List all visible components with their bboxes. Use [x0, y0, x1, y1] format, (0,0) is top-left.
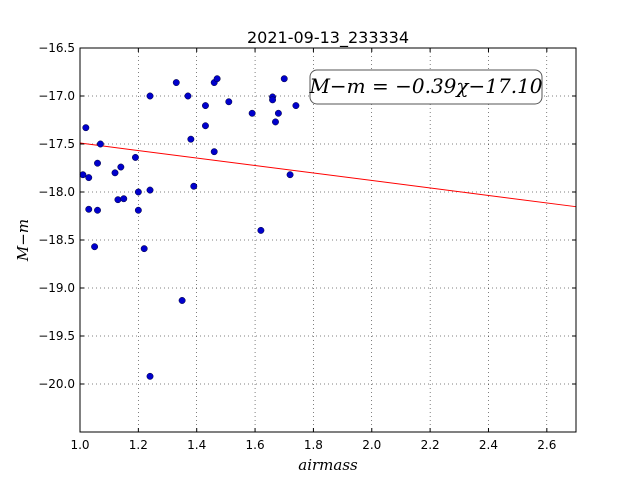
chart-title: 2021-09-13_233334: [247, 28, 409, 48]
data-point: [202, 102, 209, 110]
x-tick-label: 1.4: [187, 438, 206, 452]
data-point: [94, 206, 101, 214]
fit-line: [79, 142, 577, 208]
y-tick-label: −16.5: [38, 41, 75, 55]
y-tick-label: −18.5: [38, 233, 75, 247]
data-point: [94, 159, 101, 167]
data-point: [146, 186, 154, 194]
data-point: [82, 124, 90, 132]
x-tick-label: 1.0: [70, 438, 89, 452]
fit-annotation-box: [309, 69, 543, 105]
fit-line-group: [79, 142, 577, 208]
data-point: [85, 174, 93, 182]
y-tick-label: −19.0: [38, 281, 75, 295]
data-point: [225, 98, 233, 106]
y-tick-label: −19.5: [38, 329, 75, 343]
y-tick-label: −17.0: [38, 89, 75, 103]
x-tick-label: 2.6: [537, 438, 556, 452]
data-point: [134, 188, 142, 196]
data-point: [286, 171, 294, 179]
data-point: [146, 92, 154, 100]
data-point: [213, 75, 221, 83]
data-point: [280, 75, 288, 83]
data-point: [96, 140, 104, 148]
x-tick-label: 2.4: [479, 438, 498, 452]
x-tick-label: 1.2: [129, 438, 148, 452]
data-point: [91, 243, 99, 251]
x-tick-label: 1.6: [246, 438, 265, 452]
data-point: [79, 171, 87, 179]
data-point: [172, 79, 180, 87]
data-point: [274, 109, 282, 117]
data-point: [210, 148, 218, 156]
data-point: [269, 96, 277, 104]
data-point: [111, 169, 119, 177]
y-axis-ticks: −16.5 −17.0 −17.5 −18.0 −18.5 −19.0 −19.5 −20.0: [38, 41, 576, 391]
x-tick-label: 1.8: [304, 438, 323, 452]
x-tick-label: 2.0: [362, 438, 381, 452]
fit-equation-label: M−m = −0.39χ−17.10: [308, 74, 542, 98]
fit-annotation: M−m = −0.39χ−17.10: [308, 69, 543, 105]
data-point: [248, 109, 256, 117]
data-point: [120, 195, 128, 203]
y-tick-label: −18.0: [38, 185, 75, 199]
data-point: [117, 163, 125, 171]
x-tick-label: 2.2: [421, 438, 440, 452]
data-points: [79, 75, 300, 380]
data-point: [184, 92, 192, 100]
y-tick-label: −17.5: [38, 137, 75, 151]
data-point: [187, 135, 195, 143]
y-tick-label: −20.0: [38, 377, 75, 391]
data-point: [257, 226, 265, 234]
data-point: [202, 122, 209, 130]
data-point: [146, 372, 154, 380]
data-point: [292, 102, 300, 110]
data-point: [272, 118, 279, 126]
x-axis-label: airmass: [298, 456, 358, 474]
x-axis-ticks: 1.0 1.2 1.4 1.6 1.8 2.0 2.2 2.4 2.6: [70, 48, 556, 452]
data-point: [190, 182, 198, 190]
data-point: [131, 153, 139, 161]
data-point: [178, 297, 186, 304]
data-point: [114, 196, 122, 204]
y-axis-label: M−m: [14, 219, 32, 262]
data-point: [85, 205, 93, 213]
data-point: [140, 245, 148, 253]
data-point: [134, 206, 142, 214]
